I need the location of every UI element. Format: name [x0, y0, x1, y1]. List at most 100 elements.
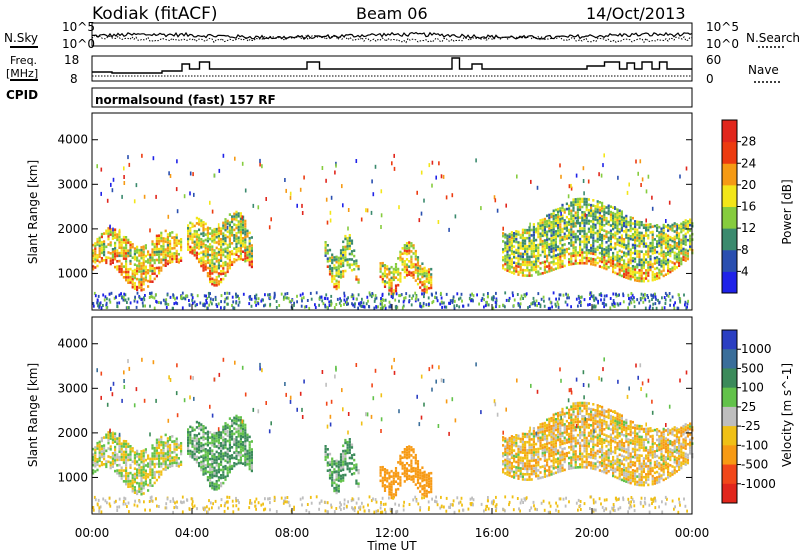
power-cell [408, 246, 411, 250]
velocity-cell [140, 468, 143, 472]
power-cell [403, 249, 406, 252]
power-cell [684, 232, 687, 236]
power-cell [389, 305, 392, 309]
power-cell [616, 302, 619, 306]
velocity-cell [195, 442, 198, 445]
velocity-cell [390, 494, 393, 497]
power-cell [557, 248, 560, 251]
power-cell [662, 263, 665, 267]
velocity-cell [508, 444, 511, 448]
power-cell [530, 266, 533, 269]
power-cell [122, 251, 125, 255]
power-cell [228, 237, 231, 240]
power-cell [211, 240, 214, 243]
power-cell [664, 244, 667, 247]
power-cell [510, 233, 513, 237]
velocity-cell [193, 428, 196, 432]
velocity-cell [248, 443, 251, 447]
power-cell [634, 220, 637, 223]
power-cell [144, 270, 147, 274]
velocity-cell [519, 469, 522, 473]
power-cell [579, 243, 582, 246]
velocity-cell [164, 460, 167, 463]
velocity-cell [127, 442, 130, 446]
power-cell [515, 251, 518, 254]
velocity-cell [109, 437, 112, 440]
power-cell [165, 302, 168, 306]
power-cell [175, 233, 178, 237]
power-cell [125, 276, 128, 279]
velocity-cell [220, 452, 223, 456]
power-cell [602, 163, 604, 168]
power-cell [627, 266, 630, 269]
freq-panel: 18 8 60 0 Freq. [MHz] Nave [6, 53, 780, 86]
power-cell [594, 218, 597, 221]
power-cell [206, 226, 209, 230]
power-cell [314, 303, 316, 307]
velocity-cell [412, 466, 415, 470]
power-cell [286, 292, 289, 295]
velocity-cell [381, 468, 384, 472]
power-cell [199, 301, 202, 305]
power-cell [563, 256, 566, 260]
power-cell [561, 227, 564, 231]
power-cell [561, 230, 564, 234]
power-cell [383, 266, 387, 270]
velocity-cell [92, 447, 95, 451]
power-cell [594, 210, 597, 213]
power-cell [623, 259, 626, 262]
velocity-cell [408, 448, 411, 451]
power-cell [399, 277, 402, 281]
power-cell [649, 257, 652, 261]
power-cell [328, 259, 332, 263]
power-cell [244, 227, 247, 231]
power-cell [331, 277, 334, 281]
power-cell [629, 275, 632, 278]
power-cell [129, 243, 132, 247]
power-cell [110, 291, 113, 295]
velocity-cell [92, 455, 95, 459]
power-cell [631, 251, 634, 255]
power-cell [587, 251, 590, 255]
power-cell [242, 218, 245, 221]
power-cell [667, 264, 670, 267]
power-cell [211, 232, 214, 235]
velocity-cell [383, 484, 387, 487]
velocity-cell [125, 472, 128, 475]
velocity-cell [397, 474, 400, 478]
velocity-cell [331, 478, 334, 482]
velocity-cell [337, 471, 340, 474]
velocity-cell [546, 423, 549, 427]
power-cell [565, 215, 568, 219]
power-cell [543, 223, 546, 226]
power-cell [293, 303, 295, 307]
power-cell [587, 211, 590, 215]
velocity-cell [195, 460, 198, 464]
power-cell [193, 251, 196, 254]
power-cell [587, 203, 590, 207]
power-cell [634, 257, 637, 261]
velocity-cell [118, 455, 121, 459]
velocity-cell [346, 448, 349, 452]
velocity-cell [519, 440, 522, 443]
velocity-cell [164, 457, 167, 461]
power-cell [629, 227, 632, 230]
velocity-cell [401, 464, 404, 467]
velocity-cell [133, 462, 136, 465]
power-cell [235, 237, 238, 240]
power-cell [211, 264, 214, 267]
power-cell [140, 286, 143, 289]
velocity-cell [215, 445, 218, 448]
power-cell [506, 245, 509, 248]
power-cell [155, 293, 157, 297]
power-cell [289, 195, 292, 200]
power-cell [118, 259, 121, 263]
power-cell [226, 257, 229, 260]
power-cell [634, 246, 637, 250]
power-cell [546, 222, 549, 226]
velocity-cell [427, 482, 431, 486]
power-cell [618, 254, 621, 258]
power-cell [109, 257, 112, 260]
power-cell [209, 297, 212, 301]
velocity-cell [160, 438, 163, 441]
